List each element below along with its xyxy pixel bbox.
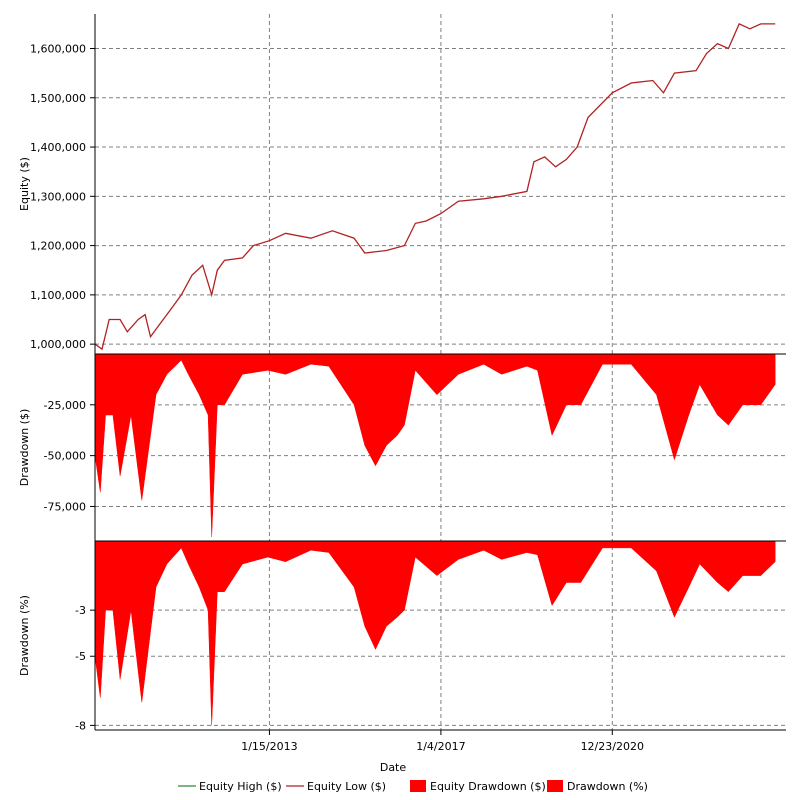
legend-swatch-box — [410, 780, 426, 792]
legend-label: Equity Drawdown ($) — [430, 780, 546, 793]
legend-label: Equity High ($) — [199, 780, 282, 793]
legend-item: Drawdown (%) — [547, 780, 648, 793]
y-tick-label: -5 — [75, 650, 86, 663]
legend: Equity High ($) Equity Low ($) Equity Draw… — [178, 780, 648, 793]
x-tick-label: 1/4/2017 — [416, 740, 465, 753]
y-tick-label: -3 — [75, 604, 86, 617]
legend-item: Equity Low ($) — [286, 780, 386, 793]
equity-low-line — [94, 23, 776, 351]
y-tick-label: -25,000 — [44, 399, 86, 412]
x-axis-label: Date — [380, 761, 407, 774]
x-tick-label: 12/23/2020 — [581, 740, 644, 753]
drawdown-pct-area — [94, 540, 776, 726]
drawdown-usd-area — [94, 353, 776, 537]
y-tick-label: 1,000,000 — [30, 338, 86, 351]
legend-swatch-box — [547, 780, 563, 792]
series-layer — [94, 23, 776, 726]
y-tick-label: -75,000 — [44, 500, 86, 513]
y-tick-label: 1,600,000 — [30, 42, 86, 55]
labels-layer: 1/15/2013 1/4/2017 12/23/2020 1,000,000 1,10… — [18, 42, 644, 753]
y-tick-label: 1,300,000 — [30, 190, 86, 203]
legend-item: Equity Drawdown ($) — [410, 780, 546, 793]
y-tick-label: -8 — [75, 719, 86, 732]
legend-label: Equity Low ($) — [307, 780, 386, 793]
y-axis-label: Equity ($) — [18, 157, 31, 211]
y-tick-label: 1,400,000 — [30, 141, 86, 154]
y-tick-label: 1,200,000 — [30, 240, 86, 253]
x-tick-label: 1/15/2013 — [241, 740, 297, 753]
y-axis-label: Drawdown ($) — [18, 409, 31, 487]
legend-label: Drawdown (%) — [567, 780, 648, 793]
y-tick-label: 1,100,000 — [30, 289, 86, 302]
y-tick-label: -50,000 — [44, 450, 86, 463]
legend-item: Equity High ($) — [178, 780, 282, 793]
y-tick-label: 1,500,000 — [30, 92, 86, 105]
axes-layer — [90, 14, 786, 735]
y-axis-label: Drawdown (%) — [18, 595, 31, 676]
